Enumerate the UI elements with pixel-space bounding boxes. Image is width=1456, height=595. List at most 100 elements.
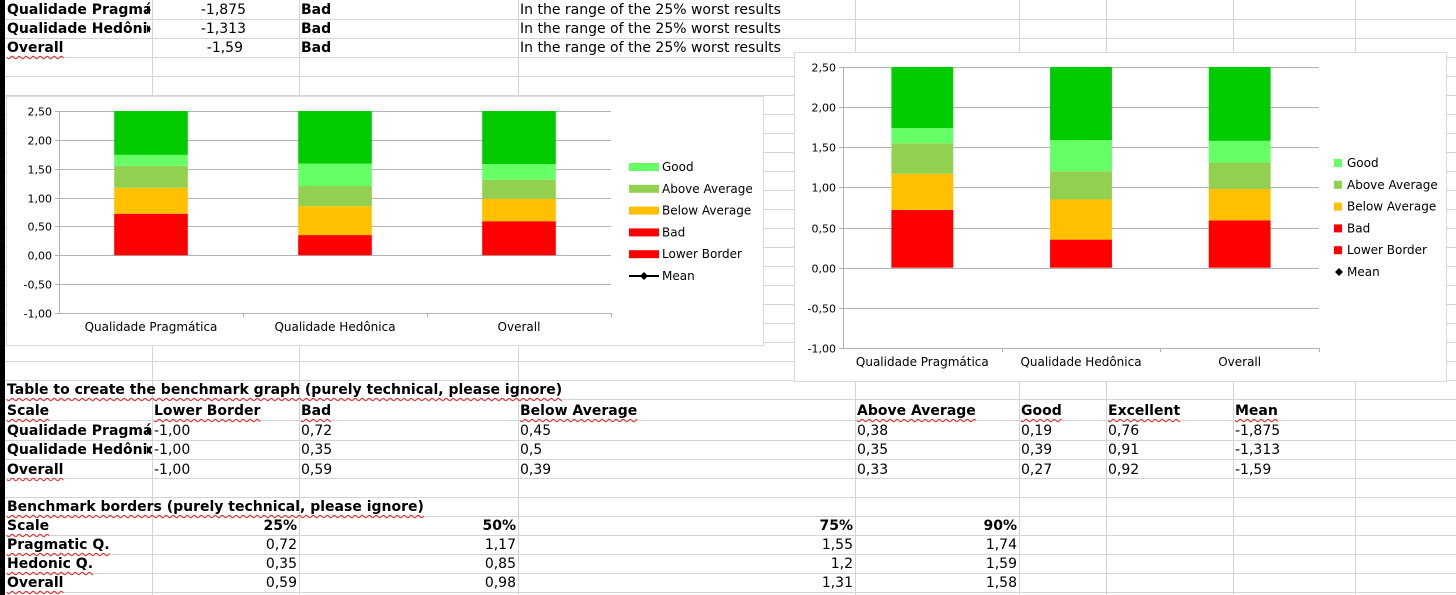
- borders-cell[interactable]: 1,55: [821, 537, 853, 553]
- top-row-label-1[interactable]: Qualidade Pragmática: [7, 2, 150, 18]
- bench-header-lower-border[interactable]: Lower Border: [154, 403, 261, 419]
- bench-cell[interactable]: 0,45: [520, 423, 552, 439]
- bench-header-excellent[interactable]: Excellent: [1108, 403, 1181, 419]
- borders-table-title[interactable]: Benchmark borders (purely technical, ple…: [7, 499, 424, 515]
- bar-segment: [114, 187, 188, 214]
- bar-segment: [891, 67, 954, 129]
- borders-cell[interactable]: 1,2: [830, 556, 853, 572]
- y-tick-label: 2,00: [28, 135, 53, 148]
- legend-label: Good: [662, 160, 694, 174]
- y-tick-label: 2,50: [28, 106, 53, 119]
- x-tick-label: Qualidade Pragmática: [856, 355, 989, 369]
- bench-cell[interactable]: -1,313: [1235, 442, 1281, 458]
- bench-cell[interactable]: -1,59: [1235, 462, 1272, 478]
- overflow-arrow-icon: [147, 25, 151, 33]
- legend-label: Lower Border: [662, 247, 742, 261]
- borders-cell[interactable]: 1,17: [484, 537, 516, 553]
- bench-header-scale[interactable]: Scale: [7, 403, 50, 419]
- top-row-label-2[interactable]: Qualidade Hedônica: [7, 21, 150, 37]
- bar-segment: [298, 163, 372, 187]
- bench-cell[interactable]: 0,72: [301, 423, 333, 439]
- bench-header-below-average[interactable]: Below Average: [520, 403, 638, 419]
- legend-diamond-icon: [640, 272, 648, 280]
- y-tick-label: 0,50: [812, 223, 837, 236]
- bench-row-label-3[interactable]: Overall: [7, 462, 64, 478]
- bench-cell[interactable]: 0,35: [857, 442, 889, 458]
- borders-cell[interactable]: 1,74: [985, 537, 1017, 553]
- top-row-category-3[interactable]: Bad: [301, 40, 332, 56]
- top-row-comment-2[interactable]: In the range of the 25% worst results: [520, 21, 781, 37]
- borders-row-label-3[interactable]: Overall: [7, 575, 64, 591]
- bench-table-title[interactable]: Table to create the benchmark graph (pur…: [7, 382, 563, 398]
- y-tick-label: 2,50: [812, 62, 837, 75]
- borders-cell[interactable]: 0,35: [265, 556, 297, 572]
- top-row-comment-3[interactable]: In the range of the 25% worst results: [520, 40, 781, 56]
- legend-label: Lower Border: [1347, 243, 1427, 257]
- legend-label: Bad: [662, 225, 685, 239]
- bench-cell[interactable]: 0,92: [1108, 462, 1140, 478]
- borders-cell[interactable]: 0,98: [484, 575, 516, 591]
- x-tick-label: Qualidade Hedônica: [274, 320, 395, 334]
- bench-cell[interactable]: -1,00: [154, 423, 191, 439]
- y-tick-label: -0,50: [24, 279, 52, 292]
- borders-cell[interactable]: 1,59: [985, 556, 1017, 572]
- bench-cell[interactable]: 0,27: [1021, 462, 1053, 478]
- top-row-mean-3[interactable]: -1,59: [206, 40, 243, 56]
- bench-cell[interactable]: 0,91: [1108, 442, 1140, 458]
- bench-cell[interactable]: 0,39: [520, 462, 552, 478]
- legend-label: Above Average: [662, 182, 753, 196]
- borders-cell[interactable]: 1,31: [821, 575, 853, 591]
- bar-segment: [298, 206, 372, 236]
- top-row-label-3[interactable]: Overall: [7, 40, 64, 56]
- legend-swatch: [1334, 180, 1342, 189]
- bench-row-label-2[interactable]: Qualidade Hedônica: [7, 442, 152, 458]
- bench-cell[interactable]: 0,59: [301, 462, 333, 478]
- chart-svg: 2,50 2,00 1,50 1,00 0,50 0,00 -0,50 -1,00 Qualid…: [24, 106, 753, 335]
- legend-label: Bad: [1347, 221, 1370, 235]
- legend-swatch: [629, 250, 659, 259]
- borders-header-75[interactable]: 75%: [819, 518, 853, 534]
- borders-cell[interactable]: 0,72: [265, 537, 297, 553]
- bar-segment: [891, 209, 954, 268]
- bench-cell[interactable]: -1,00: [154, 462, 191, 478]
- benchmark-chart-1[interactable]: 2,50 2,00 1,50 1,00 0,50 0,00 -0,50 -1,00 Qualid…: [6, 96, 764, 346]
- top-row-mean-2[interactable]: -1,313: [200, 21, 246, 37]
- bench-cell[interactable]: 0,35: [301, 442, 333, 458]
- legend-label: Mean: [662, 269, 695, 283]
- bar-segment: [1050, 171, 1112, 200]
- bench-cell[interactable]: -1,00: [154, 442, 191, 458]
- borders-row-label-2[interactable]: Hedonic Q.: [7, 556, 94, 572]
- bench-cell[interactable]: -1,875: [1235, 423, 1281, 439]
- bar-segment: [1050, 67, 1112, 141]
- borders-header-50[interactable]: 50%: [482, 518, 516, 534]
- borders-header-90[interactable]: 90%: [983, 518, 1017, 534]
- bench-header-above-average[interactable]: Above Average: [857, 403, 976, 419]
- bar-segment: [1208, 67, 1271, 141]
- bench-row-label-1[interactable]: Qualidade Pragmática: [7, 423, 152, 439]
- top-row-mean-1[interactable]: -1,875: [200, 2, 246, 18]
- top-row-category-1[interactable]: Bad: [301, 2, 332, 18]
- top-row-category-2[interactable]: Bad: [301, 21, 332, 37]
- borders-cell[interactable]: 0,59: [265, 575, 297, 591]
- borders-row-label-1[interactable]: Pragmatic Q.: [7, 537, 110, 553]
- bench-cell[interactable]: 0,39: [1021, 442, 1053, 458]
- bench-cell[interactable]: 0,19: [1021, 423, 1053, 439]
- borders-header-25[interactable]: 25%: [263, 518, 297, 534]
- benchmark-chart-2[interactable]: 2,50 2,00 1,50 1,00 0,50 0,00 -0,50 -1,00 Qualid…: [794, 52, 1447, 382]
- bar-segment: [1208, 162, 1271, 190]
- y-tick-label: 1,50: [28, 164, 53, 177]
- bench-header-bad[interactable]: Bad: [301, 403, 332, 419]
- borders-cell[interactable]: 0,85: [484, 556, 516, 572]
- bench-header-mean[interactable]: Mean: [1235, 403, 1278, 419]
- bench-cell[interactable]: 0,76: [1108, 423, 1140, 439]
- bar-segment: [482, 164, 556, 180]
- bench-cell[interactable]: 0,38: [857, 423, 889, 439]
- borders-cell[interactable]: 1,58: [985, 575, 1017, 591]
- bench-header-good[interactable]: Good: [1021, 403, 1062, 419]
- top-row-comment-1[interactable]: In the range of the 25% worst results: [520, 2, 781, 18]
- bench-cell[interactable]: 0,5: [520, 442, 543, 458]
- overflow-arrow-icon: [147, 6, 151, 14]
- y-tick-label: 0,00: [812, 263, 837, 276]
- borders-header-scale[interactable]: Scale: [7, 518, 50, 534]
- bench-cell[interactable]: 0,33: [857, 462, 889, 478]
